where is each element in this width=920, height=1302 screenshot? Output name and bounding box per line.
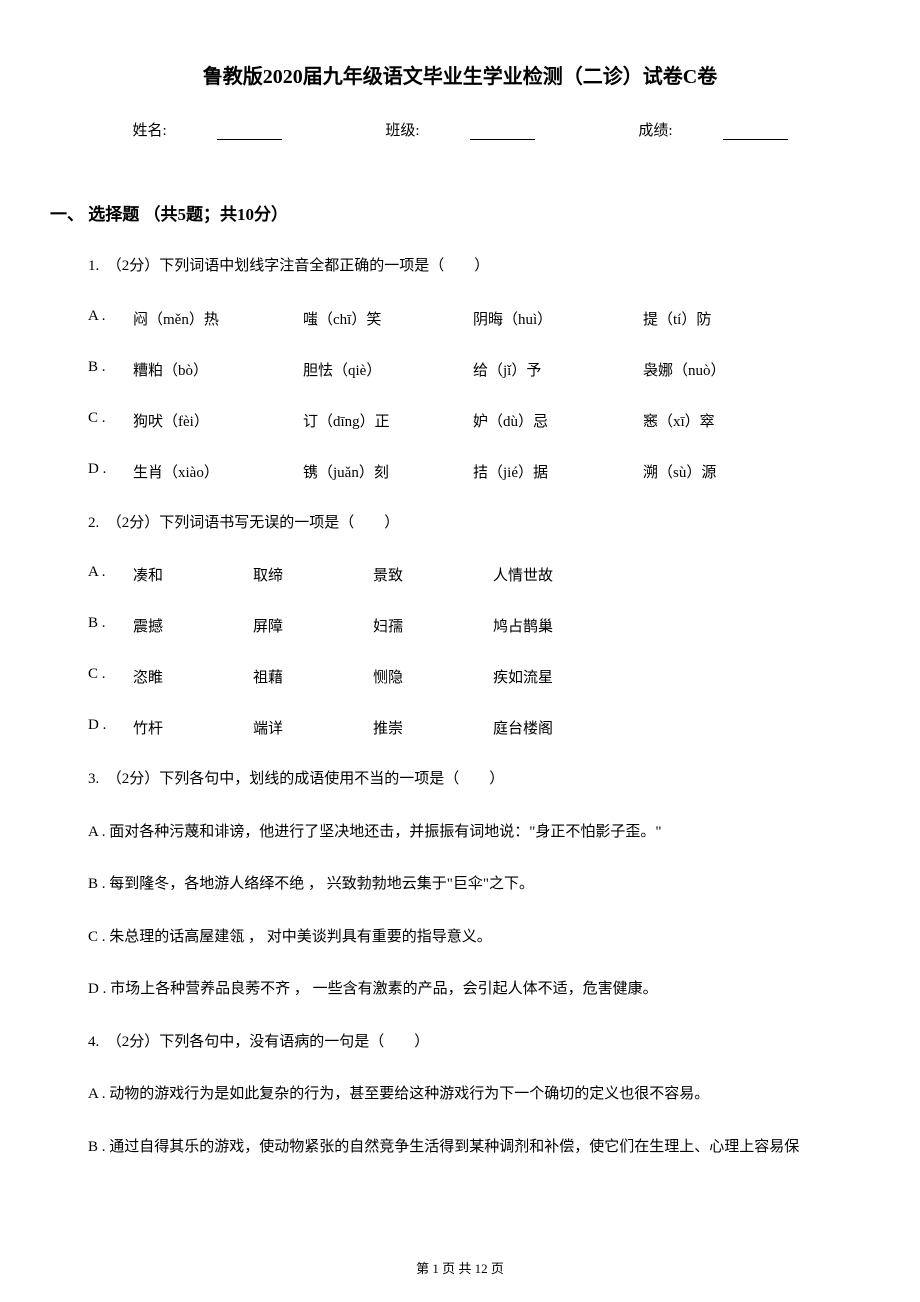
page-footer: 第 1 页 共 12 页 [0, 1258, 920, 1277]
q1-stem: 1. （2分）下列词语中划线字注音全都正确的一项是（ ） [88, 255, 865, 278]
q3-stem: 3. （2分）下列各句中，划线的成语使用不当的一项是（ ） [88, 768, 865, 791]
name-blank[interactable] [217, 139, 282, 140]
q3-option-b[interactable]: B . 每到隆冬，各地游人络绎不绝 ， 兴致勃勃地云集于"巨伞"之下。 [88, 873, 865, 896]
option-text: 庭台楼阁 [493, 717, 613, 738]
option-text: 给（jǐ）予 [473, 359, 643, 380]
option-label: C . [88, 666, 133, 687]
option-text: 妇孺 [373, 615, 493, 636]
class-label: 班级: [385, 123, 419, 139]
q2-option-d[interactable]: D . 竹杆 端详 推崇 庭台楼阁 [88, 717, 865, 738]
q4-option-a[interactable]: A . 动物的游戏行为是如此复杂的行为，甚至要给这种游戏行为下一个确切的定义也很… [88, 1083, 865, 1106]
option-text: 妒（dù）忌 [473, 410, 643, 431]
option-text: 祖藉 [253, 666, 373, 687]
option-label: B . [88, 359, 133, 380]
q4-option-b[interactable]: B . 通过自得其乐的游戏，使动物紧张的自然竞争生活得到某种调剂和补偿，使它们在… [88, 1136, 865, 1159]
q2-option-a[interactable]: A . 凑和 取缔 景致 人情世故 [88, 564, 865, 585]
q3-option-d[interactable]: D . 市场上各种营养品良莠不齐 ， 一些含有激素的产品，会引起人体不适，危害健… [88, 978, 865, 1001]
student-info-line: 姓名: 班级: 成绩: [55, 119, 865, 140]
name-label: 姓名: [132, 123, 166, 139]
option-text: 推崇 [373, 717, 493, 738]
q1-option-c[interactable]: C . 狗吠（fèi） 订（dīng）正 妒（dù）忌 窸（xī）窣 [88, 410, 865, 431]
option-text: 糟粕（bò） [133, 359, 303, 380]
option-text: 闷（měn）热 [133, 308, 303, 329]
option-text: 鸠占鹊巢 [493, 615, 613, 636]
q4-stem: 4. （2分）下列各句中，没有语病的一句是（ ） [88, 1031, 865, 1054]
option-text: 恻隐 [373, 666, 493, 687]
option-label: A . [88, 308, 133, 329]
class-blank[interactable] [470, 139, 535, 140]
option-label: D . [88, 717, 133, 738]
q2-option-c[interactable]: C . 恣睢 祖藉 恻隐 疾如流星 [88, 666, 865, 687]
option-text: 嗤（chī）笑 [303, 308, 473, 329]
exam-title: 鲁教版2020届九年级语文毕业生学业检测（二诊）试卷C卷 [55, 60, 865, 89]
q1-option-b[interactable]: B . 糟粕（bò） 胆怯（qiè） 给（jǐ）予 袅娜（nuò） [88, 359, 865, 380]
option-text: 震撼 [133, 615, 253, 636]
option-text: 恣睢 [133, 666, 253, 687]
option-text: 竹杆 [133, 717, 253, 738]
option-text: 袅娜（nuò） [643, 359, 813, 380]
option-text: 人情世故 [493, 564, 613, 585]
option-text: 阴晦（huì） [473, 308, 643, 329]
option-text: 屏障 [253, 615, 373, 636]
q3-option-a[interactable]: A . 面对各种污蔑和诽谤，他进行了坚决地还击，并振振有词地说："身正不怕影子歪… [88, 821, 865, 844]
option-text: 胆怯（qiè） [303, 359, 473, 380]
q3-option-c[interactable]: C . 朱总理的话高屋建瓴 ， 对中美谈判具有重要的指导意义。 [88, 926, 865, 949]
score-label: 成绩: [638, 123, 672, 139]
option-label: A . [88, 564, 133, 585]
option-text: 端详 [253, 717, 373, 738]
option-text: 提（tí）防 [643, 308, 813, 329]
q2-option-b[interactable]: B . 震撼 屏障 妇孺 鸠占鹊巢 [88, 615, 865, 636]
option-text: 镌（juǎn）刻 [303, 461, 473, 482]
option-text: 景致 [373, 564, 493, 585]
section-header: 一、 选择题 （共5题；共10分） [50, 200, 865, 225]
option-text: 订（dīng）正 [303, 410, 473, 431]
score-blank[interactable] [723, 139, 788, 140]
option-text: 窸（xī）窣 [643, 410, 813, 431]
option-label: D . [88, 461, 133, 482]
option-text: 狗吠（fèi） [133, 410, 303, 431]
option-label: C . [88, 410, 133, 431]
q2-stem: 2. （2分）下列词语书写无误的一项是（ ） [88, 512, 865, 535]
option-label: B . [88, 615, 133, 636]
option-text: 生肖（xiào） [133, 461, 303, 482]
option-text: 溯（sù）源 [643, 461, 813, 482]
q1-option-a[interactable]: A . 闷（měn）热 嗤（chī）笑 阴晦（huì） 提（tí）防 [88, 308, 865, 329]
q1-option-d[interactable]: D . 生肖（xiào） 镌（juǎn）刻 拮（jié）据 溯（sù）源 [88, 461, 865, 482]
option-text: 拮（jié）据 [473, 461, 643, 482]
option-text: 凑和 [133, 564, 253, 585]
option-text: 疾如流星 [493, 666, 613, 687]
option-text: 取缔 [253, 564, 373, 585]
